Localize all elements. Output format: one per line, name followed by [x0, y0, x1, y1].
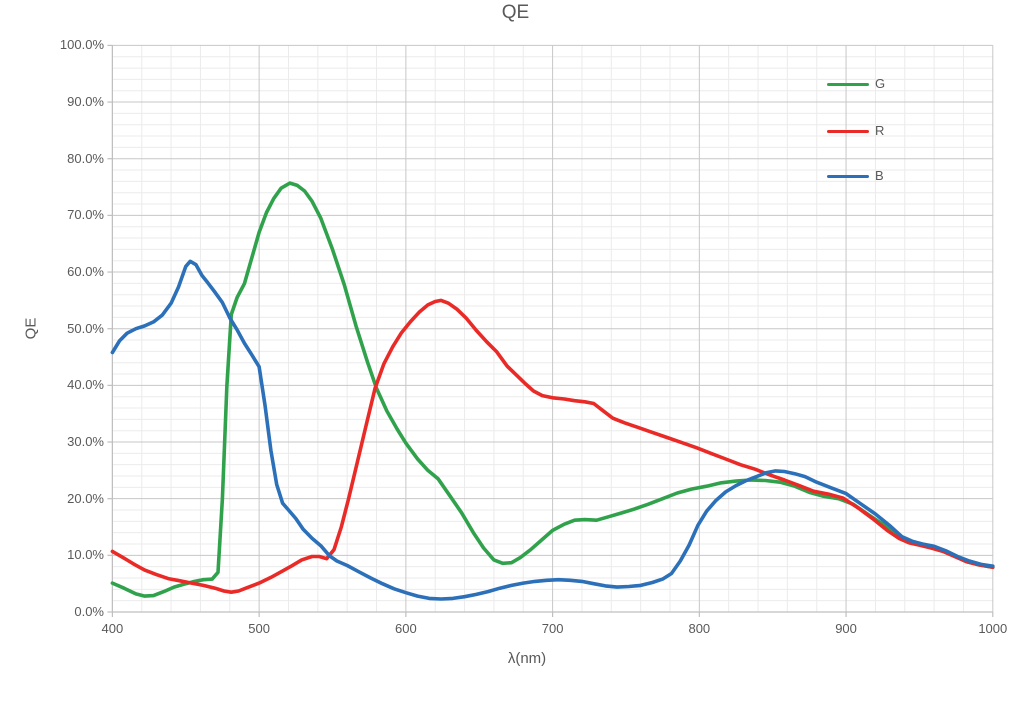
x-axis-title: λ(nm)	[507, 650, 547, 667]
y-tick-label: 20.0%	[67, 490, 104, 506]
x-tick-label: 900	[835, 621, 857, 636]
y-tick-label: 60.0%	[67, 264, 104, 280]
y-tick-label: 50.0%	[67, 320, 104, 336]
legend-swatch-G	[827, 83, 869, 86]
y-tick-label: 0.0%	[74, 604, 104, 619]
y-tick-label: 90.0%	[67, 94, 104, 110]
series-line-G	[110, 181, 995, 598]
y-tick-label: 40.0%	[67, 377, 104, 393]
x-tick-label: 800	[688, 621, 711, 636]
y-tick-label: 30.0%	[67, 434, 104, 450]
chart-title: QE	[501, 2, 530, 23]
x-tick-label: 600	[395, 621, 417, 636]
y-tick-label: 80.0%	[67, 150, 104, 166]
legend-swatch-B	[827, 175, 869, 178]
series-line-R	[110, 298, 995, 594]
x-tick-label: 400	[101, 621, 124, 636]
x-tick-label: 1000	[978, 621, 1008, 636]
y-tick-label: 70.0%	[67, 207, 104, 223]
x-tick-label: 500	[248, 621, 270, 636]
legend-label-B: B	[875, 168, 884, 183]
legend-swatch-R	[827, 130, 869, 133]
series-line-B	[110, 259, 995, 601]
legend-label-R: R	[875, 123, 885, 138]
legend-label-G: G	[875, 76, 886, 91]
y-tick-label: 10.0%	[67, 547, 104, 563]
y-tick-label: 100.0%	[59, 37, 104, 53]
x-tick-label: 700	[541, 621, 564, 636]
